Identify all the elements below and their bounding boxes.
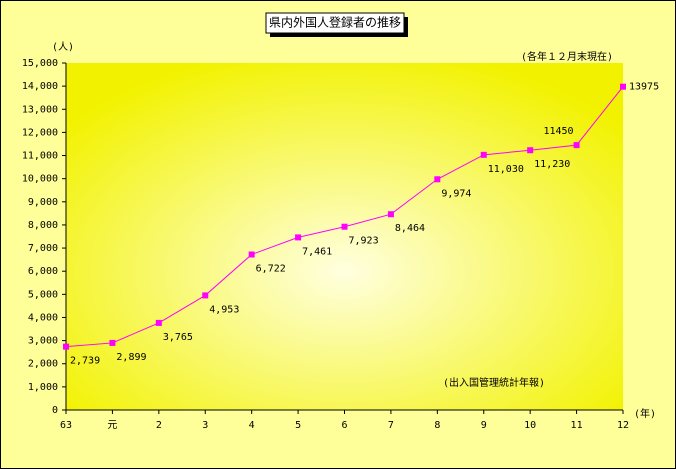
- data-point: [434, 176, 441, 183]
- x-tick-label: 12: [617, 420, 629, 431]
- x-tick-label: 11: [571, 420, 583, 431]
- y-tick-label: 4,000: [28, 312, 58, 323]
- y-tick-label: 10,000: [22, 174, 58, 185]
- subtitle: (各年１２月末現在): [521, 50, 613, 63]
- x-unit: (年): [634, 407, 656, 420]
- data-label: 13975: [629, 82, 659, 93]
- data-label: 2,739: [70, 356, 100, 367]
- x-tick-label: 8: [434, 420, 440, 431]
- data-point: [202, 292, 209, 299]
- y-tick-label: 0: [52, 405, 58, 416]
- data-point: [341, 223, 348, 230]
- x-tick-label: 6: [341, 420, 347, 431]
- x-tick-label: 63: [60, 420, 72, 431]
- data-point: [109, 339, 116, 346]
- y-tick-label: 9,000: [28, 197, 58, 208]
- y-tick-label: 7,000: [28, 243, 58, 254]
- x-tick-label: 元: [107, 420, 117, 431]
- data-point: [480, 151, 487, 158]
- data-point: [573, 142, 580, 149]
- data-label: 7,923: [349, 236, 379, 247]
- y-tick-label: 6,000: [28, 266, 58, 277]
- y-tick-label: 12,000: [22, 127, 58, 138]
- data-label: 11,230: [534, 159, 570, 170]
- data-label: 2,899: [116, 352, 146, 363]
- x-tick-label: 4: [249, 420, 255, 431]
- y-tick-label: 2,000: [28, 359, 58, 370]
- title-box: [265, 12, 405, 34]
- x-tick-label: 5: [295, 420, 301, 431]
- data-point: [248, 251, 255, 258]
- y-tick-label: 1,000: [28, 382, 58, 393]
- data-label: 9,974: [441, 188, 471, 199]
- y-tick-label: 8,000: [28, 220, 58, 231]
- data-point: [620, 83, 626, 90]
- data-label: 4,953: [209, 304, 239, 315]
- data-point: [295, 234, 302, 241]
- x-tick-label: 2: [156, 420, 162, 431]
- data-label: 6,722: [256, 263, 286, 274]
- data-label: 11450: [543, 126, 573, 137]
- y-tick-label: 5,000: [28, 289, 58, 300]
- y-tick-label: 13,000: [22, 104, 58, 115]
- y-unit: (人): [52, 41, 74, 53]
- y-tick-label: 14,000: [22, 81, 58, 92]
- data-point: [387, 211, 394, 218]
- x-tick-label: 7: [388, 420, 394, 431]
- chart-title: 県内外国人登録者の推移: [269, 15, 401, 30]
- x-tick-label: 3: [202, 420, 208, 431]
- y-tick-label: 3,000: [28, 336, 58, 347]
- data-label: 7,461: [302, 246, 332, 257]
- y-tick-label: 11,000: [22, 151, 58, 162]
- data-label: 11,030: [488, 164, 524, 175]
- data-point: [155, 319, 162, 326]
- x-tick-label: 9: [481, 420, 487, 431]
- source-note: (出入国管理統計年報): [443, 376, 545, 389]
- plot-area: [66, 63, 623, 410]
- data-label: 3,765: [163, 332, 193, 343]
- data-point: [527, 147, 534, 154]
- y-tick-label: 15,000: [22, 58, 58, 69]
- data-point: [63, 343, 69, 350]
- x-tick-label: 10: [524, 420, 536, 431]
- data-label: 8,464: [395, 223, 425, 234]
